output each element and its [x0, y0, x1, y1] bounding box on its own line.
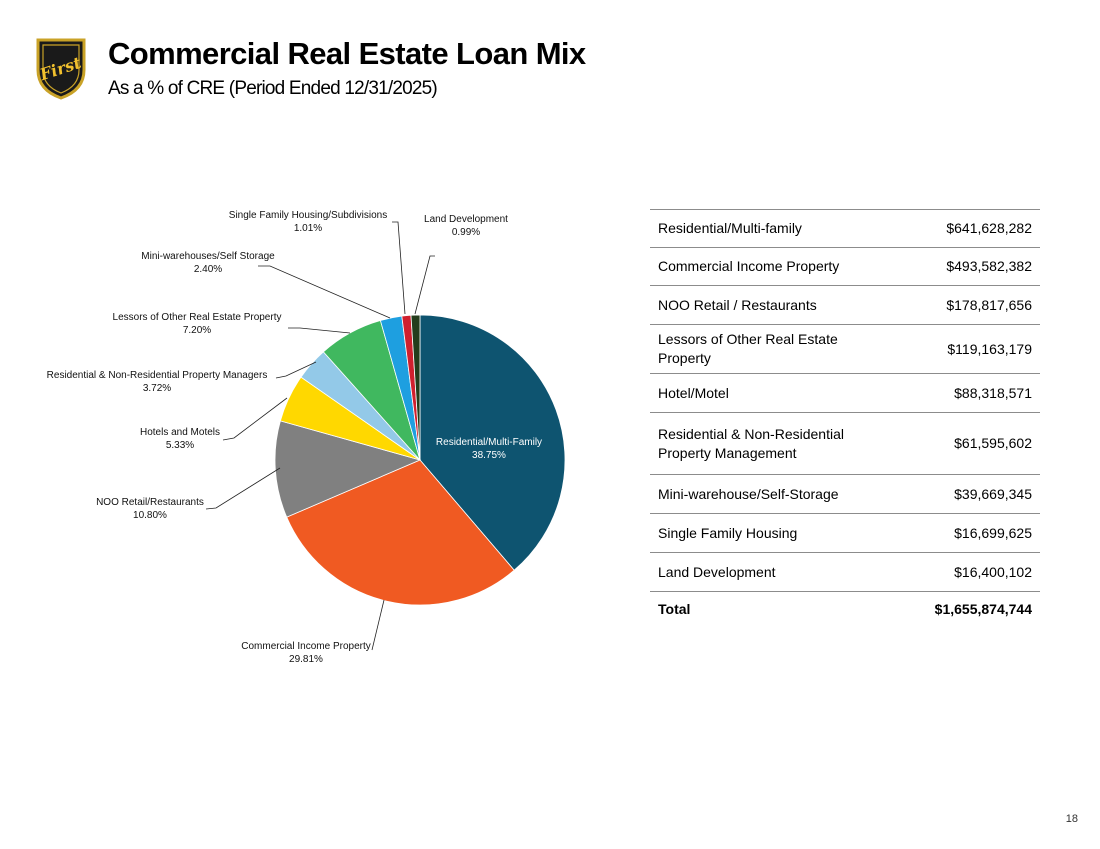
slice-label-0: Residential/Multi-Family: [436, 437, 542, 448]
row-label: NOO Retail / Restaurants: [650, 285, 866, 325]
page-subtitle: As a % of CRE (Period Ended 12/31/2025): [108, 78, 438, 99]
slice-label-3: Hotels and Motels: [140, 427, 220, 438]
row-amount: $61,595,602: [866, 412, 1040, 475]
slice-label-8: Land Development: [424, 214, 508, 225]
row-amount: $16,400,102: [866, 552, 1040, 592]
table-row: NOO Retail / Restaurants $178,817,656: [650, 285, 1040, 325]
table-row: Commercial Income Property $493,582,382: [650, 247, 1040, 286]
row-amount: $16,699,625: [866, 513, 1040, 553]
row-amount: $119,163,179: [866, 324, 1040, 374]
row-label: Mini-warehouse/Self-Storage: [650, 474, 866, 514]
slice-percent-0: 38.75%: [472, 450, 506, 461]
table-row: Land Development $16,400,102: [650, 552, 1040, 592]
leader-line-5: [288, 327, 351, 334]
slice-percent-1: 29.81%: [289, 654, 323, 665]
leader-line-3: [222, 397, 288, 441]
loan-table: Residential/Multi-family $641,628,282 Comm…: [650, 209, 1040, 628]
pie-slice-2: [274, 420, 422, 518]
slice-label-6: Mini-warehouses/Self Storage: [141, 251, 275, 262]
leader-line-8: [414, 255, 435, 315]
total-amount: $1,655,874,744: [866, 591, 1040, 628]
row-label: Hotel/Motel: [650, 373, 866, 413]
leader-line-7: [392, 221, 406, 315]
row-amount: $178,817,656: [866, 285, 1040, 325]
row-label: Land Development: [650, 552, 866, 592]
total-row: Total $1,655,874,744: [650, 591, 1040, 628]
slice-percent-4: 3.72%: [143, 383, 171, 394]
row-amount: $641,628,282: [866, 209, 1040, 248]
table-row: Lessors of Other Real Estate Property $11…: [650, 324, 1040, 374]
slice-percent-3: 5.33%: [166, 440, 194, 451]
leader-line-2: [205, 467, 281, 510]
leader-line-4: [275, 361, 317, 379]
page-title: Commercial Real Estate Loan Mix: [108, 36, 586, 71]
table-row: Single Family Housing $16,699,625: [650, 513, 1040, 553]
row-amount: $39,669,345: [866, 474, 1040, 514]
row-label: Commercial Income Property: [650, 247, 866, 286]
slice-percent-5: 7.20%: [183, 325, 211, 336]
table-row: Mini-warehouse/Self-Storage $39,669,345: [650, 474, 1040, 514]
leader-line-6: [258, 265, 391, 319]
slice-label-4: Residential & Non-Residential Property M…: [47, 370, 268, 381]
table-row: Hotel/Motel $88,318,571: [650, 373, 1040, 413]
table-row: Residential/Multi-family $641,628,282: [650, 209, 1040, 248]
pie-slice-8: [410, 314, 421, 461]
slice-percent-2: 10.80%: [133, 510, 167, 521]
row-label: Lessors of Other Real Estate Property: [650, 324, 866, 374]
slice-percent-6: 2.40%: [194, 264, 222, 275]
page-number: 18: [1065, 813, 1078, 825]
total-label: Total: [650, 591, 866, 628]
company-logo: First: [36, 38, 86, 100]
row-label: Residential & Non-Residential Property M…: [650, 412, 866, 475]
pie-slice-1: [286, 459, 515, 606]
slice-percent-7: 1.01%: [294, 223, 322, 234]
row-amount: $493,582,382: [866, 247, 1040, 286]
slice-label-5: Lessors of Other Real Estate Property: [113, 312, 282, 323]
pie-slice-0: [419, 314, 566, 571]
leader-line-1: [371, 599, 385, 651]
table-row: Residential & Non-Residential Property M…: [650, 412, 1040, 475]
row-amount: $88,318,571: [866, 373, 1040, 413]
row-label: Single Family Housing: [650, 513, 866, 553]
slice-label-7: Single Family Housing/Subdivisions: [229, 210, 387, 221]
slice-label-2: NOO Retail/Restaurants: [96, 497, 204, 508]
slice-label-1: Commercial Income Property: [241, 641, 370, 652]
slice-percent-8: 0.99%: [452, 227, 480, 238]
row-label: Residential/Multi-family: [650, 209, 866, 248]
